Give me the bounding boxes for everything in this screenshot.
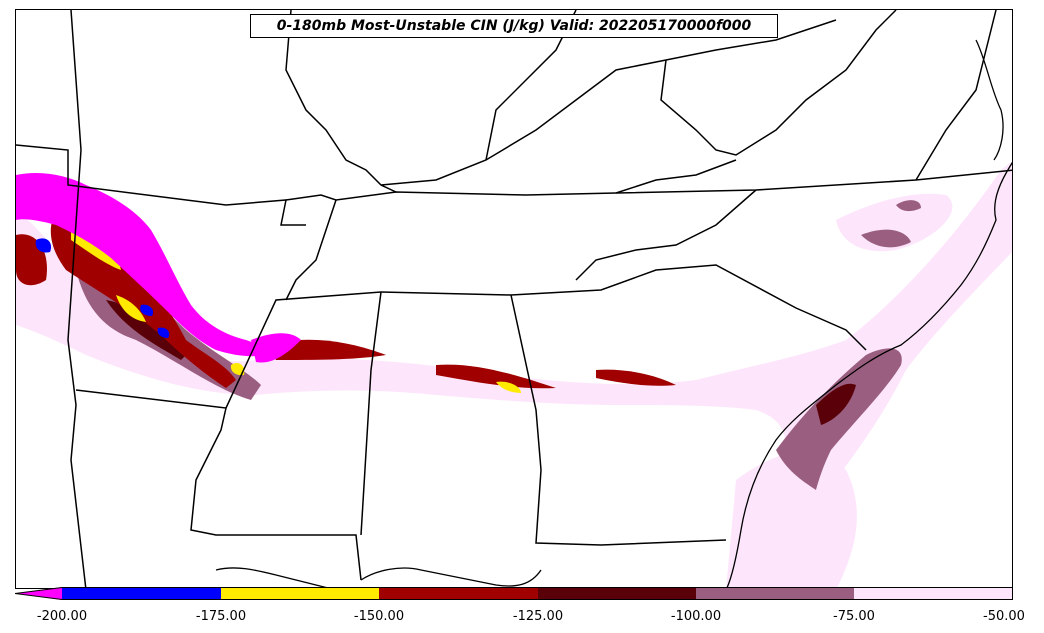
colorbar-segment xyxy=(696,587,854,600)
map-title: 0-180mb Most-Unstable CIN (J/kg) Valid: … xyxy=(250,14,778,38)
state-boundaries xyxy=(16,10,1012,588)
colorbar-segment xyxy=(62,587,221,600)
colorbar-tick-label: -100.00 xyxy=(670,609,722,624)
colorbar-tick-label: -200.00 xyxy=(36,609,88,624)
cin-contour-dark-maroon xyxy=(106,300,856,425)
colorbar-tick-label: -175.00 xyxy=(195,609,247,624)
colorbar-tick-label: -75.00 xyxy=(833,609,875,624)
colorbar-outline xyxy=(15,587,1013,600)
coastline xyxy=(215,39,1012,588)
colorbar-under-arrow xyxy=(15,587,62,600)
colorbar-segment xyxy=(379,587,538,600)
cin-contour-mauve xyxy=(76,200,921,490)
cin-contour-blue xyxy=(35,238,170,338)
cin-map xyxy=(16,10,1012,588)
colorbar xyxy=(15,587,1013,600)
map-panel xyxy=(15,9,1013,589)
cin-contour-magenta xyxy=(16,173,301,363)
colorbar-tick-label: -50.00 xyxy=(983,609,1025,624)
colorbar-segment xyxy=(854,587,1012,600)
colorbar-segment xyxy=(538,587,696,600)
colorbar-tick-label: -150.00 xyxy=(353,609,405,624)
colorbar-segment xyxy=(221,587,379,600)
colorbar-tick-label: -125.00 xyxy=(512,609,564,624)
